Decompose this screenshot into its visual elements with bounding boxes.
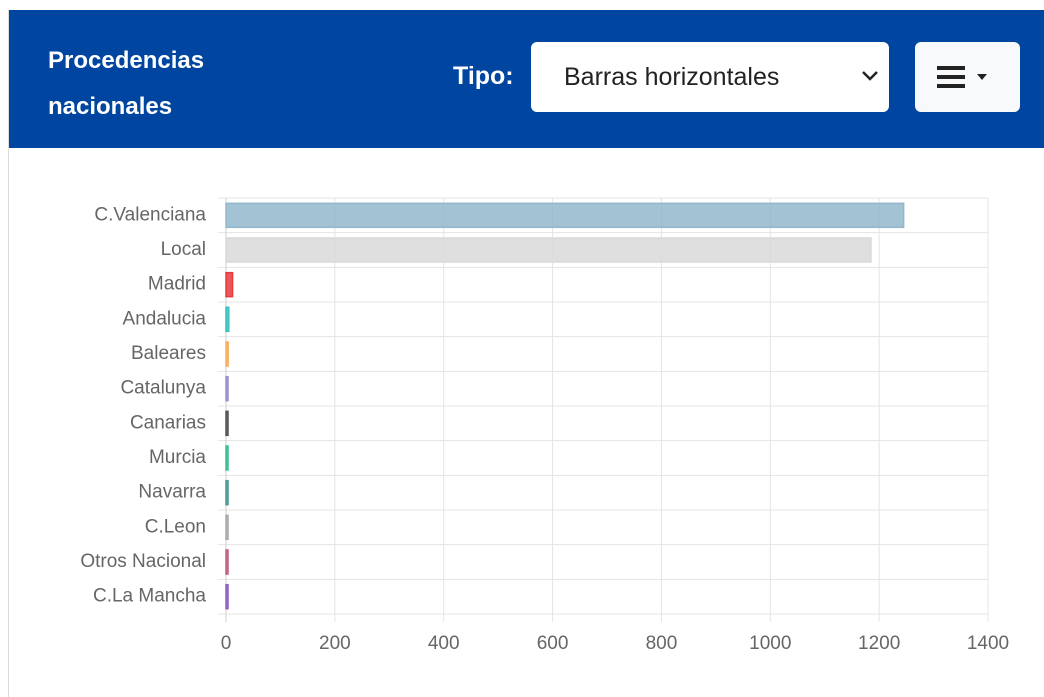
menu-button[interactable] — [915, 42, 1020, 112]
y-tick-label: C.La Mancha — [93, 586, 206, 607]
x-tick-label: 1200 — [858, 633, 900, 654]
bar — [225, 549, 229, 575]
y-tick-label: Andalucia — [123, 308, 207, 329]
x-tick-label: 200 — [319, 633, 351, 654]
type-label: Tipo: — [453, 62, 514, 90]
type-select[interactable]: Barras horizontales — [531, 42, 889, 112]
bar — [225, 237, 872, 263]
y-tick-label: Baleares — [131, 343, 206, 364]
bar — [225, 341, 229, 367]
bar — [225, 375, 229, 402]
panel-title: Procedencias nacionales — [48, 47, 205, 120]
y-tick-label: C.Leon — [145, 516, 206, 537]
bar — [225, 410, 229, 437]
bar — [225, 271, 234, 298]
bar — [225, 514, 229, 541]
x-tick-label: 1400 — [967, 633, 1009, 654]
menu-icon — [937, 66, 987, 88]
y-tick-label: Catalunya — [120, 378, 206, 399]
select-value: Barras horizontales — [564, 63, 780, 91]
bar — [225, 445, 229, 471]
y-tick-label: C.Valenciana — [94, 204, 206, 225]
x-tick-label: 1000 — [749, 633, 791, 654]
y-tick-label: Madrid — [148, 274, 206, 295]
y-tick-label: Otros Nacional — [80, 551, 206, 572]
bar — [225, 202, 905, 229]
x-tick-label: 400 — [428, 633, 460, 654]
bar — [225, 583, 229, 610]
bar — [225, 306, 230, 333]
select-arrow — [862, 71, 878, 81]
y-tick-label: Murcia — [149, 447, 206, 468]
x-tick-label: 600 — [537, 633, 569, 654]
y-tick-label: Navarra — [138, 482, 206, 503]
x-tick-label: 800 — [646, 633, 678, 654]
panel-header: Procedencias nacionales Tipo: Barras hor… — [9, 10, 1044, 148]
panel: Procedencias nacionales Tipo: Barras hor… — [8, 10, 1044, 697]
bar — [225, 479, 229, 506]
x-tick-label: 0 — [221, 633, 232, 654]
y-tick-label: Local — [161, 239, 206, 260]
y-tick-label: Canarias — [130, 412, 206, 433]
